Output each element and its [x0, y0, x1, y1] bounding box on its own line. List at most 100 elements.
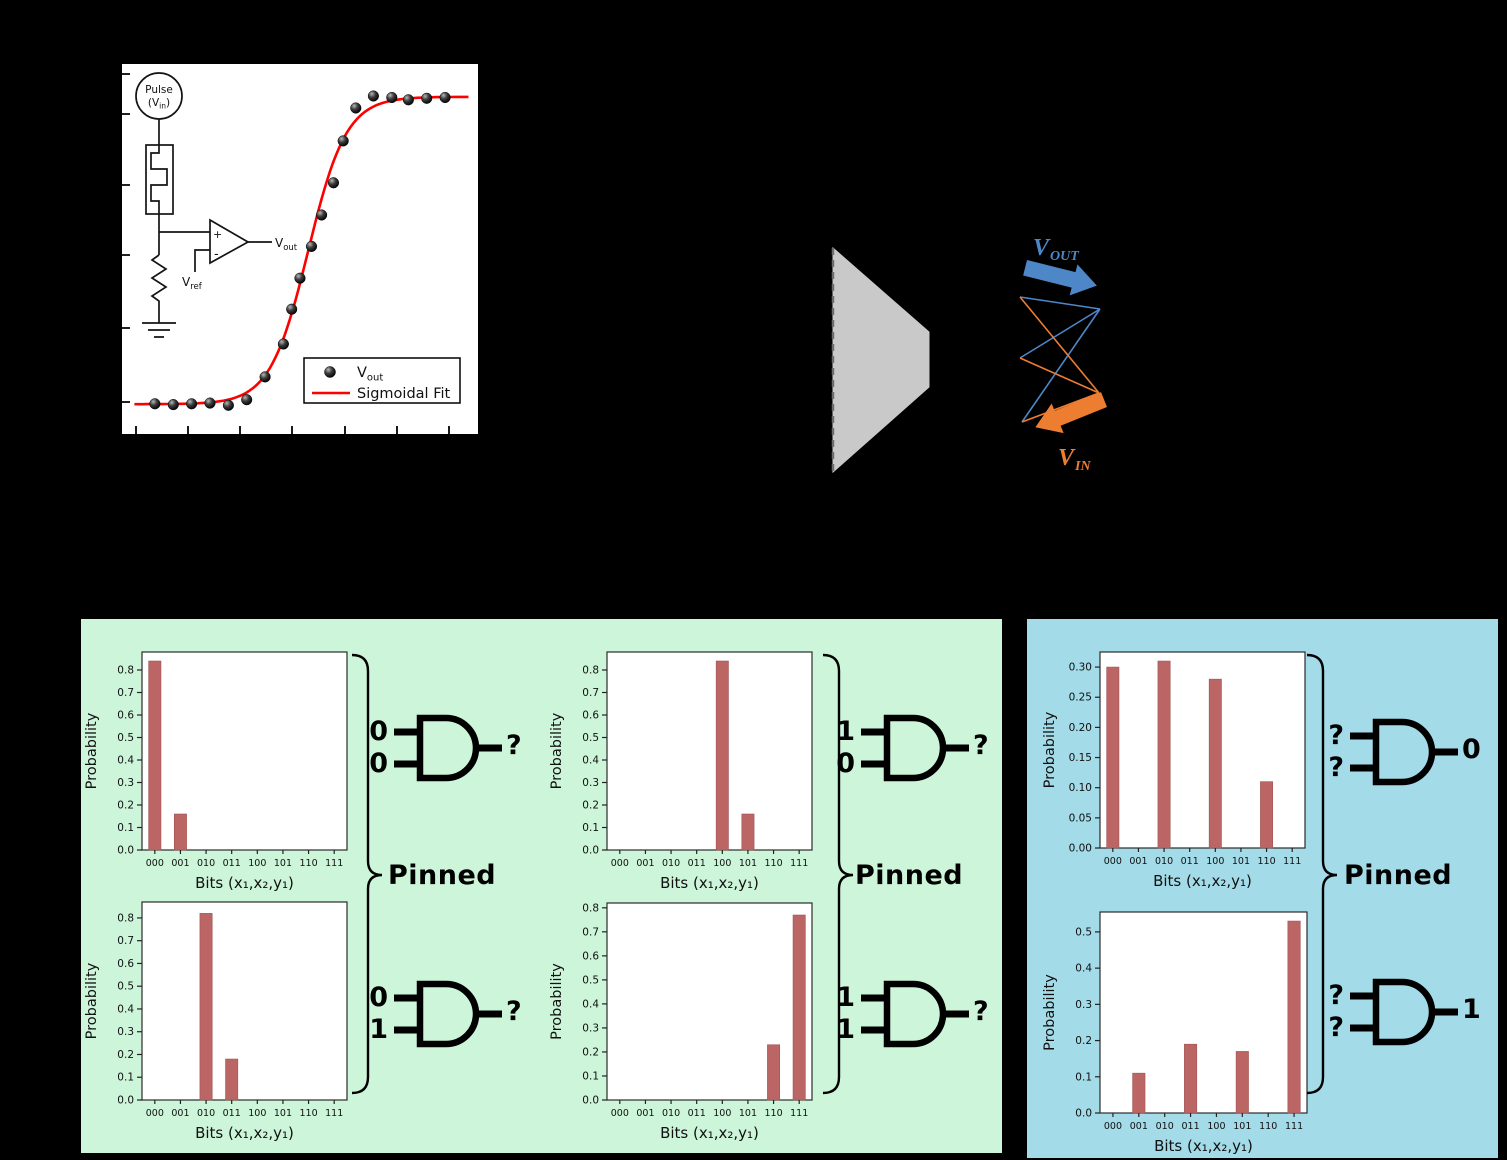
vout-network-label: VOUT: [1033, 235, 1079, 264]
bar-chart-output-1: 0.0 0.1 0.2 0.3 0.4 0.5 000 001 010 011 100 101 110 1…: [1042, 911, 1308, 1155]
svg-text:001: 001: [171, 858, 189, 869]
svg-text:000: 000: [1104, 1121, 1122, 1132]
gate-output-label: 1: [1462, 994, 1481, 1025]
bar-chart-input-11: 0.0 0.1 0.2 0.3 0.4 0.5 0.6 0.7 0.8 000 001 010 011 1…: [549, 902, 813, 1142]
vout-arrow-icon: [1023, 260, 1097, 296]
svg-text:100: 100: [248, 858, 266, 869]
svg-text:0.20: 0.20: [1069, 722, 1092, 734]
svg-text:0.8: 0.8: [117, 912, 134, 924]
svg-text:0.0: 0.0: [1075, 1108, 1092, 1120]
pulse-label: Pulse: [145, 84, 173, 96]
pinned-label-left: Pinned: [388, 860, 497, 891]
svg-text:110: 110: [764, 1108, 782, 1119]
svg-text:0.4: 0.4: [1075, 963, 1092, 975]
svg-text:0.3: 0.3: [582, 1022, 599, 1034]
svg-text:0.1: 0.1: [117, 1072, 134, 1084]
svg-text:111: 111: [790, 858, 808, 869]
svg-text:0.6: 0.6: [117, 710, 134, 722]
svg-text:011: 011: [223, 1108, 241, 1119]
io-network: [1019, 260, 1107, 434]
svg-text:100: 100: [713, 858, 731, 869]
svg-text:Bits (x₁,x₂,y₁): Bits (x₁,x₂,y₁): [1154, 1137, 1253, 1155]
trapezoid: [832, 246, 930, 474]
svg-text:110: 110: [1259, 1121, 1277, 1132]
plot-legend: Vout Sigmoidal Fit: [303, 357, 461, 404]
svg-text:0.3: 0.3: [1075, 999, 1092, 1011]
svg-text:Probability: Probability: [1042, 711, 1058, 788]
and-gate-icon: [1350, 718, 1458, 786]
circuit-diagram: [135, 72, 272, 338]
svg-text:101: 101: [739, 1108, 757, 1119]
svg-text:101: 101: [739, 858, 757, 869]
legend-fit: Sigmoidal Fit: [357, 386, 451, 402]
and-gate-icon: [861, 980, 969, 1048]
svg-text:0.4: 0.4: [582, 755, 599, 767]
svg-text:110: 110: [764, 858, 782, 869]
svg-text:0.8: 0.8: [117, 665, 134, 677]
svg-text:010: 010: [1155, 856, 1173, 867]
gate-output-label: ?: [506, 730, 522, 761]
gate-input-label: ?: [1328, 1012, 1344, 1043]
svg-text:Bits (x₁,x₂,y₁): Bits (x₁,x₂,y₁): [1153, 872, 1252, 890]
gate-input-label: ?: [1328, 752, 1344, 783]
svg-text:Probability: Probability: [84, 962, 100, 1039]
svg-text:0.1: 0.1: [1075, 1071, 1092, 1083]
svg-text:100: 100: [248, 1108, 266, 1119]
gate-group-01: 0 1 ?: [362, 976, 552, 1052]
vin-paths: [1019, 296, 1100, 423]
svg-text:011: 011: [223, 858, 241, 869]
vref-label: Vref: [182, 275, 203, 292]
bar-chart-input-10: 0.0 0.1 0.2 0.3 0.4 0.5 0.6 0.7 0.8 000 001 010 011 1…: [549, 651, 813, 892]
gate-input-label: 1: [836, 716, 855, 747]
svg-text:0.7: 0.7: [582, 687, 599, 699]
svg-text:0.5: 0.5: [1075, 926, 1092, 938]
svg-text:101: 101: [274, 858, 292, 869]
gate-input-label: 0: [836, 748, 855, 779]
svg-text:Probability: Probability: [549, 712, 565, 789]
svg-text:0.5: 0.5: [582, 732, 599, 744]
svg-text:0.2: 0.2: [1075, 1035, 1092, 1047]
vin-arrow-icon: [1035, 392, 1107, 434]
svg-text:001: 001: [1130, 1121, 1148, 1132]
gate-input-label: 0: [369, 982, 388, 1013]
svg-text:Probability: Probability: [1042, 974, 1058, 1051]
svg-text:000: 000: [611, 858, 629, 869]
axis-ticks: [121, 73, 450, 435]
svg-text:100: 100: [1206, 856, 1224, 867]
and-gate-icon: [394, 714, 502, 782]
svg-text:011: 011: [688, 858, 706, 869]
svg-text:0.8: 0.8: [582, 902, 599, 914]
and-gate-icon: [861, 714, 969, 782]
opamp-plus-label: +: [213, 228, 222, 241]
svg-text:101: 101: [1232, 856, 1250, 867]
svg-text:010: 010: [662, 1108, 680, 1119]
gate-group-out0: ? ? 0: [1318, 714, 1507, 790]
svg-text:0.25: 0.25: [1069, 692, 1092, 704]
svg-text:110: 110: [299, 1108, 317, 1119]
svg-text:101: 101: [1233, 1121, 1251, 1132]
svg-text:000: 000: [1104, 856, 1122, 867]
svg-text:Bits (x₁,x₂,y₁): Bits (x₁,x₂,y₁): [195, 874, 294, 892]
svg-text:Bits (x₁,x₂,y₁): Bits (x₁,x₂,y₁): [660, 1124, 759, 1142]
svg-text:010: 010: [197, 1108, 215, 1119]
vout-paths: [1019, 296, 1101, 423]
ground-icon: [142, 322, 176, 338]
svg-text:0.0: 0.0: [117, 1095, 134, 1107]
bar-chart-input-01: 0.0 0.1 0.2 0.3 0.4 0.5 0.6 0.7 0.8 000 001 010 011 1…: [84, 901, 348, 1142]
svg-text:0.6: 0.6: [117, 958, 134, 970]
resistor-icon: [150, 254, 168, 323]
svg-text:0.2: 0.2: [582, 1046, 599, 1058]
svg-text:0.4: 0.4: [117, 1003, 134, 1015]
svg-text:100: 100: [1207, 1121, 1225, 1132]
svg-text:111: 111: [1283, 856, 1301, 867]
svg-text:Bits (x₁,x₂,y₁): Bits (x₁,x₂,y₁): [195, 1124, 294, 1142]
svg-text:0.0: 0.0: [117, 845, 134, 857]
svg-text:0.0: 0.0: [582, 1095, 599, 1107]
svg-text:010: 010: [1156, 1121, 1174, 1132]
gate-output-label: 0: [1462, 734, 1481, 765]
svg-text:0.2: 0.2: [582, 800, 599, 812]
svg-text:011: 011: [688, 1108, 706, 1119]
and-gate-icon: [394, 980, 502, 1048]
vout-label: Vout: [275, 236, 298, 253]
svg-text:0.7: 0.7: [117, 935, 134, 947]
